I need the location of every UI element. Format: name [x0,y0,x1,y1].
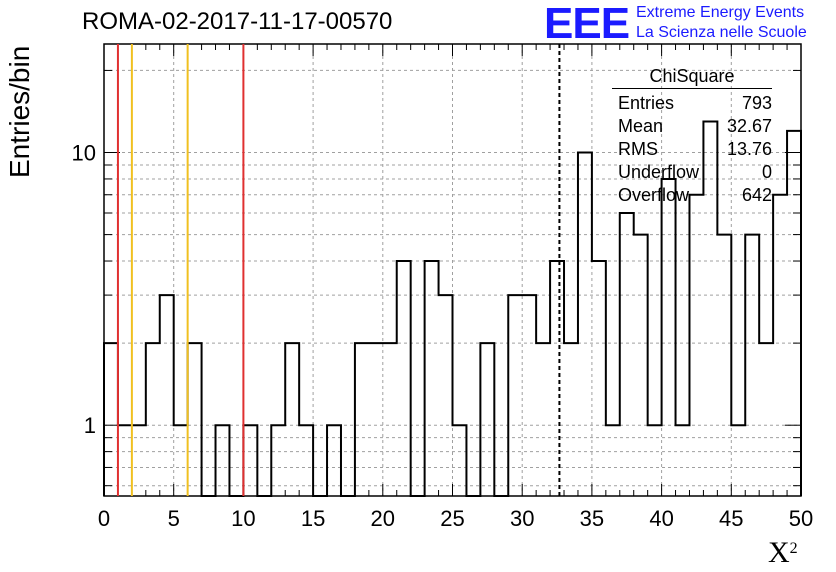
stats-label: Underflow [618,162,700,182]
stats-title: ChiSquare [612,66,772,89]
x-tick-label: 50 [789,506,813,531]
x-axis-label-sup: 2 [789,540,798,557]
eee-logo: EEE [544,0,630,48]
stats-label: Entries [618,93,675,113]
stats-row-rms: RMS 13.76 [612,138,772,161]
x-axis-label-text: X [768,536,790,569]
y-tick-label: 1 [84,413,96,438]
x-tick-label: 35 [580,506,604,531]
logo-line-2: La Scienza nelle Scuole [636,24,807,41]
stats-label: RMS [618,139,658,159]
x-tick-label: 40 [649,506,673,531]
stats-value: 642 [741,185,772,205]
x-tick-label: 15 [301,506,325,531]
stats-value: 0 [761,162,772,182]
stats-value: 13.76 [726,139,772,159]
stats-value: 793 [741,93,772,113]
x-axis-label: X2 [768,536,798,570]
x-tick-label: 20 [371,506,395,531]
y-axis-label: Entries/bin [4,45,35,178]
stats-row-overflow: Overflow 642 [612,184,772,207]
chart-title: ROMA-02-2017-11-17-00570 [82,8,393,35]
x-tick-label: 25 [440,506,464,531]
stats-label: Mean [618,116,664,136]
x-tick-label: 5 [168,506,180,531]
x-tick-label: 0 [98,506,110,531]
x-tick-label: 10 [231,506,255,531]
stats-label: Overflow [618,185,690,205]
histogram-bars [103,120,802,497]
y-tick-label: 10 [72,141,96,166]
stats-row-underflow: Underflow 0 [612,161,772,184]
stats-row-entries: Entries 793 [612,92,772,115]
x-tick-label: 30 [510,506,534,531]
logo-line-1: Extreme Energy Events [636,4,805,21]
stats-value: 32.67 [726,116,772,136]
stats-row-mean: Mean 32.67 [612,115,772,138]
x-tick-label: 45 [719,506,743,531]
stats-box: ChiSquare Entries 793 Mean 32.67 RMS 13.76 … [612,66,772,207]
